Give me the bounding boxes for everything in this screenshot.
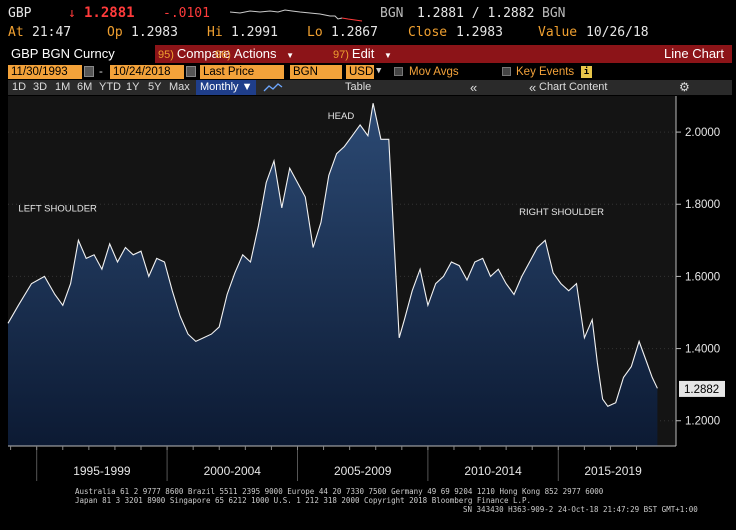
chart-annotation: LEFT SHOULDER xyxy=(18,203,97,214)
value-date: 10/26/18 xyxy=(586,25,649,40)
x-tick-label: 2010-2014 xyxy=(464,464,522,478)
compare-button[interactable]: 95) Compare xyxy=(158,45,242,63)
edit-button[interactable]: 97) Edit ▼ xyxy=(333,45,403,63)
period-3d[interactable]: 3D xyxy=(33,81,48,93)
price-area xyxy=(8,103,658,446)
y-tick-label: 1.6000 xyxy=(685,271,720,283)
line-chart-icon[interactable] xyxy=(262,80,286,95)
last-value-tag xyxy=(679,380,725,397)
end-calendar-icon[interactable] xyxy=(186,66,196,77)
currency-label-2: BGN xyxy=(542,6,566,21)
chart-content-button[interactable]: Chart Content xyxy=(539,81,608,93)
price-field-select[interactable]: Last Price xyxy=(200,65,284,79)
view-title: Line Chart xyxy=(664,46,724,61)
net-change: -.0101 xyxy=(163,6,210,21)
open-value: 1.2983 xyxy=(131,25,178,40)
actions-number: 96) xyxy=(215,49,231,61)
last-price: 1.2881 xyxy=(84,5,135,21)
frequency-select[interactable]: Monthly ▼ xyxy=(196,80,257,95)
footer-serial: SN 343430 H363-909-2 24-Oct-18 21:47:29 … xyxy=(463,505,698,514)
period-1d[interactable]: 1D xyxy=(12,81,27,93)
key-events-label[interactable]: Key Events xyxy=(516,66,575,78)
down-arrow-icon: ↓ xyxy=(68,6,76,21)
x-tick-label: 2000-2004 xyxy=(204,464,262,478)
security-field[interactable]: GBP BGN Curncy xyxy=(8,45,155,63)
chart-annotation: HEAD xyxy=(328,111,355,122)
key-events-checkbox[interactable] xyxy=(502,67,511,76)
actions-label: Actions xyxy=(233,46,277,61)
currency-dropdown-icon[interactable]: ▼ xyxy=(376,66,382,76)
open-label: Op xyxy=(107,25,123,40)
period-5y[interactable]: 5Y xyxy=(148,81,162,93)
compare-label: Compare xyxy=(176,46,231,61)
end-date-field[interactable]: 10/24/2018 xyxy=(110,65,184,79)
edit-dropdown-icon: ▼ xyxy=(383,51,392,60)
mov-avgs-checkbox[interactable] xyxy=(394,67,403,76)
close-value: 1.2983 xyxy=(456,25,503,40)
time-value: 21:47 xyxy=(32,25,72,40)
low-label: Lo xyxy=(307,25,323,40)
high-label: Hi xyxy=(207,25,223,40)
period-ytd[interactable]: YTD xyxy=(99,81,121,93)
start-calendar-icon[interactable] xyxy=(84,66,94,77)
price-chart: 1.2000 1.4000 1.6000 1.8000 2.0000 1.2882 199… xyxy=(7,96,725,481)
actions-dropdown-icon: ▼ xyxy=(286,51,295,60)
mov-avgs-label[interactable]: Mov Avgs xyxy=(409,66,459,78)
footer-contacts-line2: Japan 81 3 3201 8900 Singapore 65 6212 1… xyxy=(75,496,532,505)
y-tick-label: 2.0000 xyxy=(685,127,720,139)
close-label: Close xyxy=(408,25,448,40)
start-date-field[interactable]: 11/30/1993 xyxy=(8,65,82,79)
bid-ask: 1.2881 / 1.2882 xyxy=(417,6,535,21)
edit-label: Edit xyxy=(351,46,375,61)
table-button[interactable]: Table xyxy=(345,81,372,93)
compare-number: 95) xyxy=(158,49,174,61)
y-tick-label: 1.4000 xyxy=(685,344,720,356)
low-value: 1.2867 xyxy=(331,25,378,40)
currency-select[interactable]: USD xyxy=(346,65,374,79)
x-tick-label: 1995-1999 xyxy=(73,464,131,478)
edit-number: 97) xyxy=(333,49,349,61)
high-value: 1.2991 xyxy=(231,25,278,40)
period-1m[interactable]: 1M xyxy=(55,81,71,93)
actions-button[interactable]: 96) Actions ▼ xyxy=(215,45,325,63)
time-label: At xyxy=(8,25,24,40)
period-6m[interactable]: 6M xyxy=(77,81,93,93)
period-max[interactable]: Max xyxy=(169,81,190,93)
x-tick-label: 2015-2019 xyxy=(584,464,642,478)
chart-annotation: RIGHT SHOULDER xyxy=(519,207,604,218)
y-tick-label: 1.2000 xyxy=(685,416,720,428)
value-label: Value xyxy=(538,25,578,40)
period-1y[interactable]: 1Y xyxy=(126,81,140,93)
currency-label: BGN xyxy=(380,6,404,21)
expand-icon[interactable]: « xyxy=(529,80,537,95)
intraday-sparkline xyxy=(230,9,363,22)
y-tick-label: 1.8000 xyxy=(685,199,720,211)
title-bar: GBP BGN Curncy 95) Compare 96) Actions ▼ 9… xyxy=(8,45,732,63)
ticker: GBP xyxy=(8,6,32,21)
date-separator: - xyxy=(99,66,103,78)
last-value-label: 1.2882 xyxy=(684,384,719,396)
gear-icon[interactable]: ⚙ xyxy=(679,80,690,94)
footer-contacts-line1: Australia 61 2 9777 8600 Brazil 5511 239… xyxy=(75,487,604,496)
collapse-left-icon[interactable]: « xyxy=(470,80,478,95)
chart-toolbar: 1D 3D 1M 6M YTD 1Y 5Y Max Monthly ▼ Tabl… xyxy=(8,80,732,95)
price-line xyxy=(7,103,658,407)
x-tick-label: 2005-2009 xyxy=(334,464,392,478)
info-icon[interactable]: i xyxy=(581,66,592,78)
local-currency-field[interactable]: BGN xyxy=(290,65,342,79)
